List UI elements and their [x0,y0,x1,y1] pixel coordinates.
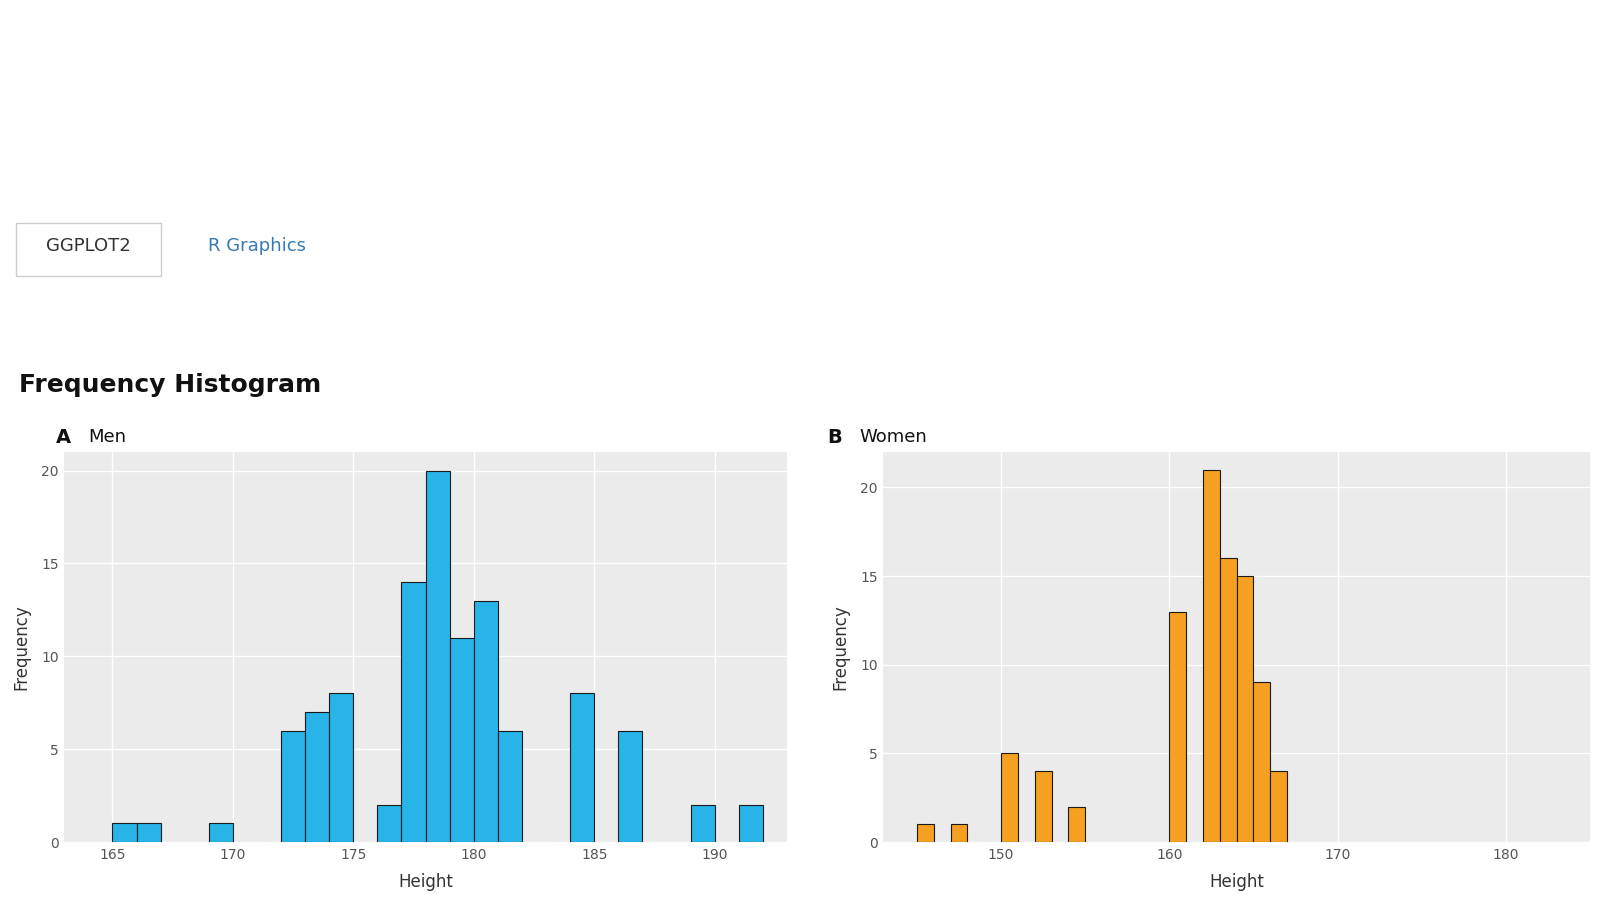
Bar [136,823,160,842]
Bar [425,471,449,842]
Bar [916,824,933,842]
Bar [950,824,966,842]
Bar [1000,753,1018,842]
Bar [401,582,425,842]
Text: B: B [827,428,841,447]
X-axis label: Height: Height [1209,873,1263,891]
Text: A: A [56,428,71,447]
Text: Frequency Histogram: Frequency Histogram [19,372,321,396]
Bar [618,730,642,842]
Bar [377,805,401,842]
Bar [1067,806,1085,842]
Text: GGPLOT2: GGPLOT2 [47,237,130,255]
Bar [1252,683,1270,842]
Bar [281,730,305,842]
Text: Men: Men [88,428,127,446]
Bar [473,601,498,842]
Bar [1168,612,1186,842]
Y-axis label: Frequency: Frequency [830,604,849,690]
Text: Histogram examples: Histogram examples [19,300,307,328]
FancyBboxPatch shape [16,223,161,275]
Text: Women: Women [859,428,926,446]
Bar [449,638,473,842]
Bar [570,693,594,842]
Bar [1202,470,1220,842]
Bar [498,730,522,842]
Bar [329,693,353,842]
Bar [1220,558,1236,842]
Bar [1236,576,1252,842]
Bar [1034,771,1051,842]
Bar [1270,771,1286,842]
Bar [738,805,762,842]
Bar [690,805,714,842]
Bar [112,823,136,842]
Bar [209,823,233,842]
Y-axis label: Frequency: Frequency [11,604,30,690]
Text: R Graphics: R Graphics [207,237,307,255]
X-axis label: Height: Height [398,873,453,891]
Bar [305,712,329,842]
